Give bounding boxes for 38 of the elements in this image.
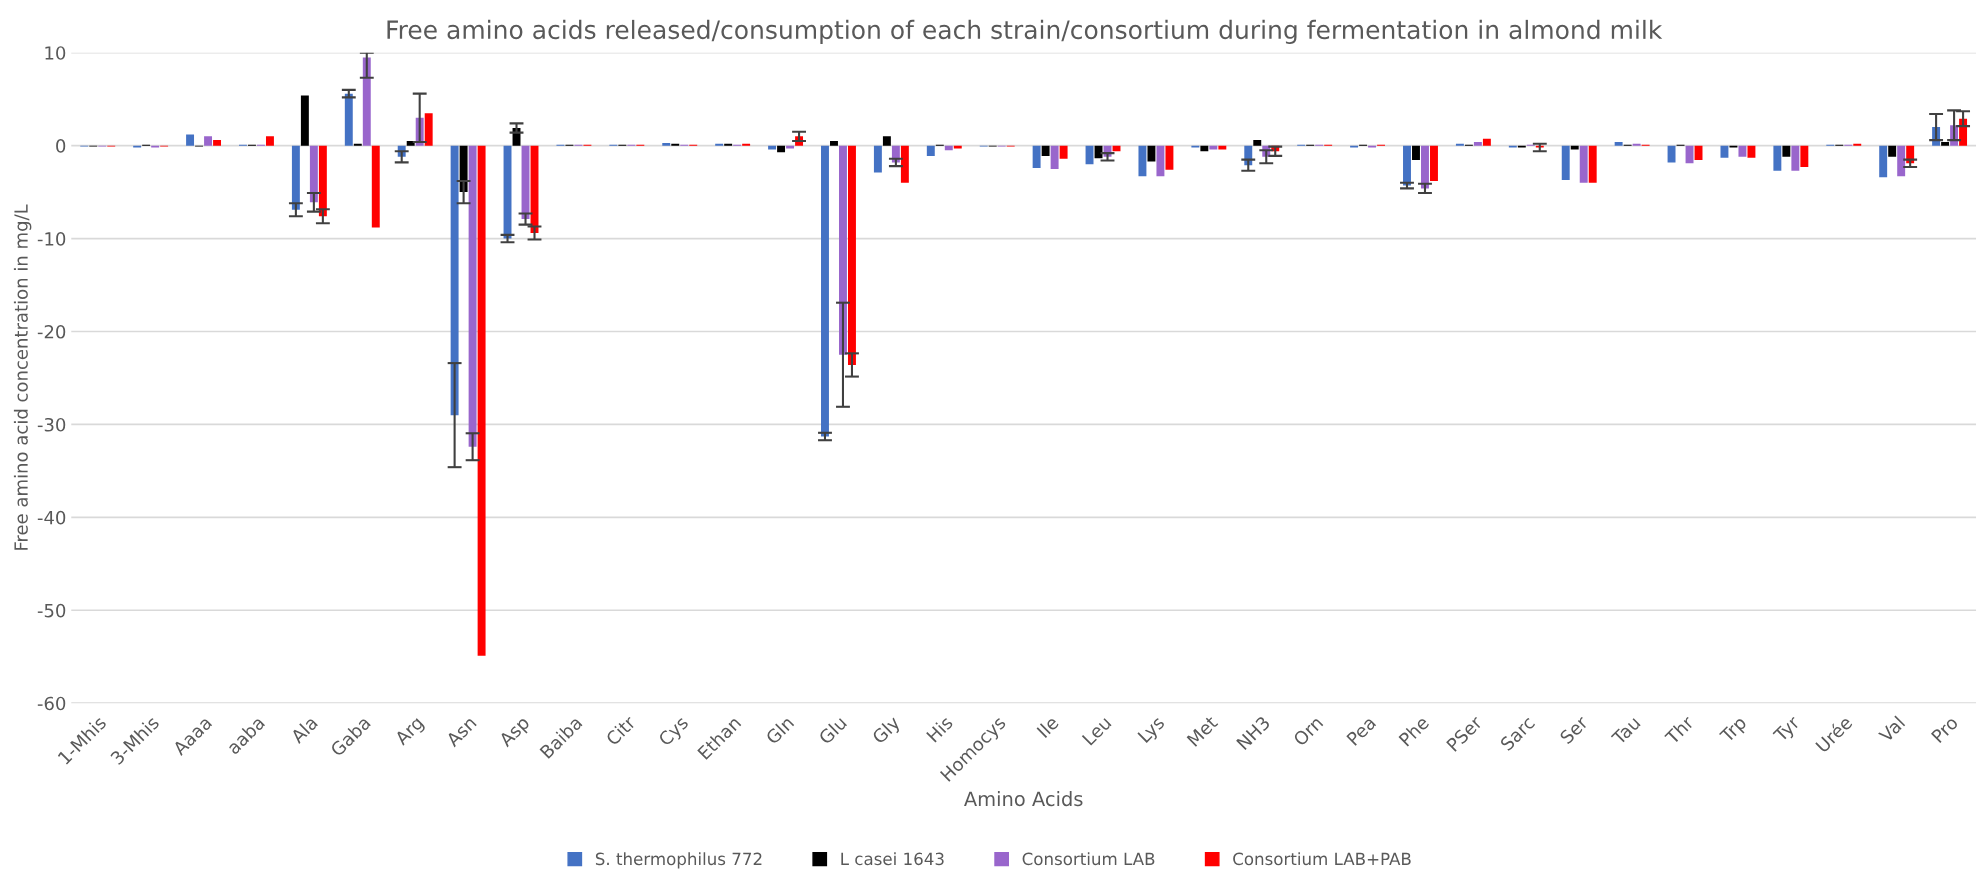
x-tick-label: Gln [764, 715, 795, 746]
x-tick-label: Gly [871, 714, 904, 747]
x-tick-label: Asn [445, 715, 477, 748]
x-tick-label: Citr [604, 714, 637, 747]
x-tick-label: Phe [1398, 714, 1430, 747]
y-tick-label: 0 [56, 139, 66, 153]
x-tick-label: Trp [1719, 715, 1750, 746]
x-tick-label: Pro [1930, 715, 1959, 744]
x-tick-label: Ala [289, 715, 319, 745]
x-tick-label: Pea [1346, 715, 1377, 746]
y-tick-label: -50 [37, 603, 66, 618]
y-axis-title: Free amino acid concentration in mg/L [13, 204, 32, 550]
x-tick-label: Ile [1036, 714, 1060, 739]
y-tick-label: -30 [37, 417, 66, 432]
x-tick-label: Glu [817, 715, 848, 746]
x-tick-label: Arg [393, 715, 427, 749]
chart-title: Free amino acids released/consumption of each strain/consortium during fermentation in almond milk [387, 19, 1663, 45]
x-tick-label: Ser [1559, 714, 1590, 745]
x-tick-label: Thr [1663, 714, 1695, 746]
y-tick-label: -20 [37, 324, 66, 339]
y-tick-label: -60 [37, 696, 66, 711]
x-tick-label: Leu [1081, 715, 1112, 746]
legend-label: L casei 1643 [841, 852, 944, 866]
legend-label: S. thermophilus 772 [595, 852, 762, 869]
x-tick-label: Val [1877, 715, 1906, 744]
x-tick-label: Cys [657, 715, 692, 750]
y-tick-label: -10 [37, 232, 66, 246]
x-tick-label: Tyr [1772, 714, 1804, 746]
y-tick-label: 10 [45, 46, 66, 60]
x-tick-label: Asp [498, 715, 533, 751]
x-tick-label: Orn [1292, 715, 1324, 747]
legend-label: Consortium LAB [1022, 852, 1155, 866]
x-tick-label: Tau [1610, 715, 1641, 746]
x-tick-label: Met [1186, 715, 1219, 747]
legend-label: Consortium LAB+PAB [1233, 852, 1411, 866]
x-tick-label: Lys [1137, 715, 1168, 746]
y-tick-label: -40 [37, 510, 66, 525]
x-axis-title: Amino Acids [964, 791, 1083, 807]
